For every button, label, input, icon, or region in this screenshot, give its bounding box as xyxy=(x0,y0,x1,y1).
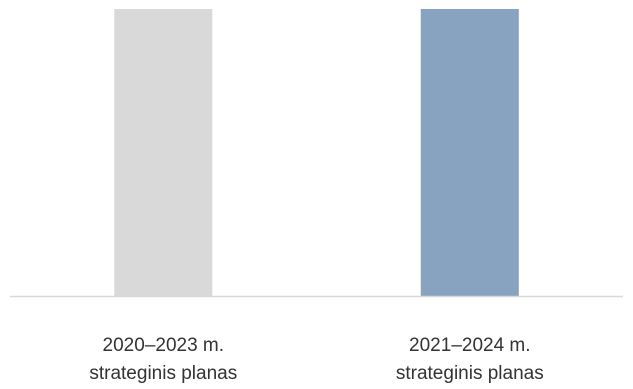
category-label-line: 2021–2024 m. xyxy=(409,335,531,356)
category-label-line: 2020–2023 m. xyxy=(103,335,225,356)
bars-group xyxy=(114,9,519,296)
category-labels-group: 2020–2023 m. strateginis planas2021–2024 … xyxy=(89,335,543,384)
category-label-1: 2020–2023 m. strateginis planas xyxy=(89,335,237,384)
bar-2 xyxy=(420,9,519,296)
category-label-line: strateginis planas xyxy=(396,363,544,384)
category-label-2: 2021–2024 m. strateginis planas xyxy=(396,335,544,384)
category-label-line: strateginis planas xyxy=(89,363,237,384)
bar-1 xyxy=(114,9,213,296)
